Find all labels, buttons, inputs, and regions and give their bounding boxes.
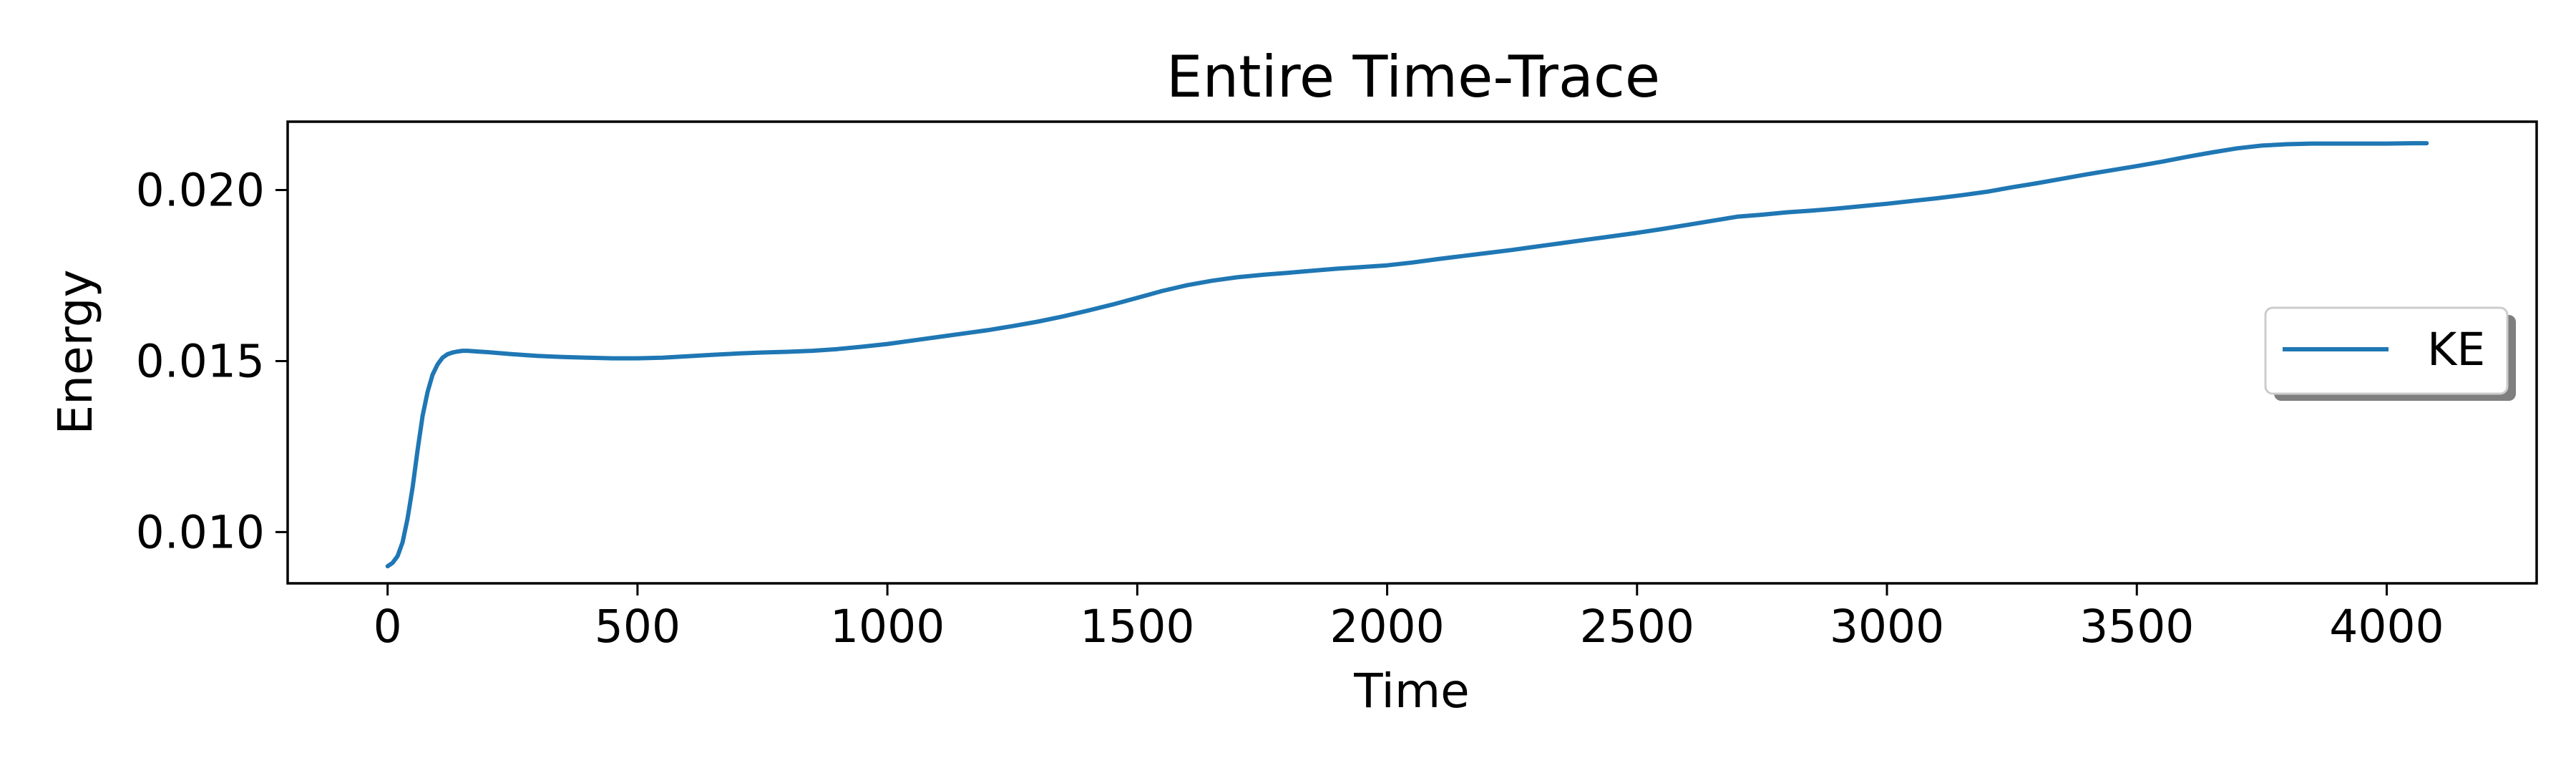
y-axis: 0.010 0.015 0.020 xyxy=(136,165,288,558)
y-axis-label: Energy xyxy=(48,269,103,434)
y-tick-label: 0.010 xyxy=(136,506,265,558)
plot-frame xyxy=(286,120,2538,585)
x-axis: 0 500 1000 1500 2000 2500 3000 3500 4000 xyxy=(374,583,2444,653)
y-tick-label: 0.020 xyxy=(136,165,265,217)
chart-title: Entire Time-Trace xyxy=(1166,44,1660,110)
legend-label-ke: KE xyxy=(2427,324,2485,376)
x-tick-label: 3500 xyxy=(2079,601,2194,653)
x-tick-label: 2000 xyxy=(1330,601,1444,653)
x-tick-label: 0 xyxy=(374,601,402,653)
series-line-ke xyxy=(385,141,2429,569)
x-axis-label: Time xyxy=(1353,663,1470,719)
x-tick-label: 1000 xyxy=(830,601,945,653)
x-tick-label: 1500 xyxy=(1080,601,1194,653)
x-tick-label: 3000 xyxy=(1830,601,1944,653)
x-tick-label: 500 xyxy=(595,601,680,653)
x-tick-label: 2500 xyxy=(1580,601,1694,653)
y-tick-label: 0.015 xyxy=(136,335,265,387)
x-tick-label: 4000 xyxy=(2329,601,2444,653)
legend: KE xyxy=(2264,306,2516,401)
